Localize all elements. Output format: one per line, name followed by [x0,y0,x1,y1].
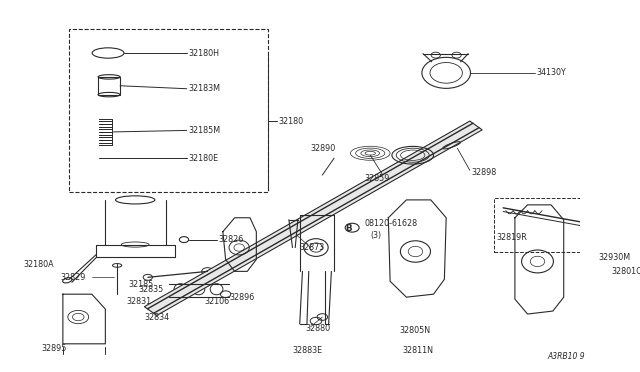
Text: 32831: 32831 [126,296,151,306]
Text: 32811N: 32811N [403,346,434,355]
Text: 32805N: 32805N [399,326,430,336]
Text: (3): (3) [371,231,381,240]
Text: 32890: 32890 [310,144,336,153]
Text: 32183M: 32183M [189,84,221,93]
Text: 32826: 32826 [218,235,244,244]
Text: 32898: 32898 [472,168,497,177]
Bar [69,29,268,192]
Text: 32859: 32859 [365,174,390,183]
Text: 32180: 32180 [278,117,303,126]
Text: 32819R: 32819R [497,233,527,242]
Text: $\mathbf{B}$: $\mathbf{B}$ [344,222,353,233]
Text: 32834: 32834 [144,312,170,321]
Text: 32873: 32873 [300,243,325,252]
Text: 32185: 32185 [128,280,153,289]
Text: 32883E: 32883E [292,346,323,355]
Text: 32930M: 32930M [598,253,630,262]
Bar [494,198,634,251]
Text: 32880: 32880 [305,324,330,333]
Text: 32896: 32896 [229,293,255,302]
Text: 32185M: 32185M [189,126,221,135]
Text: 32801Q: 32801Q [612,267,640,276]
Text: 32180E: 32180E [189,154,219,163]
Text: 32835: 32835 [139,285,164,294]
Polygon shape [145,121,482,315]
Text: 32829: 32829 [60,273,86,282]
Text: 32106: 32106 [205,296,230,306]
Text: 08120-61628: 08120-61628 [365,219,418,228]
Text: A3RB10 9: A3RB10 9 [547,352,585,361]
Text: 32180H: 32180H [189,48,220,58]
Text: 34130Y: 34130Y [536,68,566,77]
Text: 32895: 32895 [41,344,67,353]
Text: 32180A: 32180A [23,260,54,269]
Bar [98,77,120,94]
